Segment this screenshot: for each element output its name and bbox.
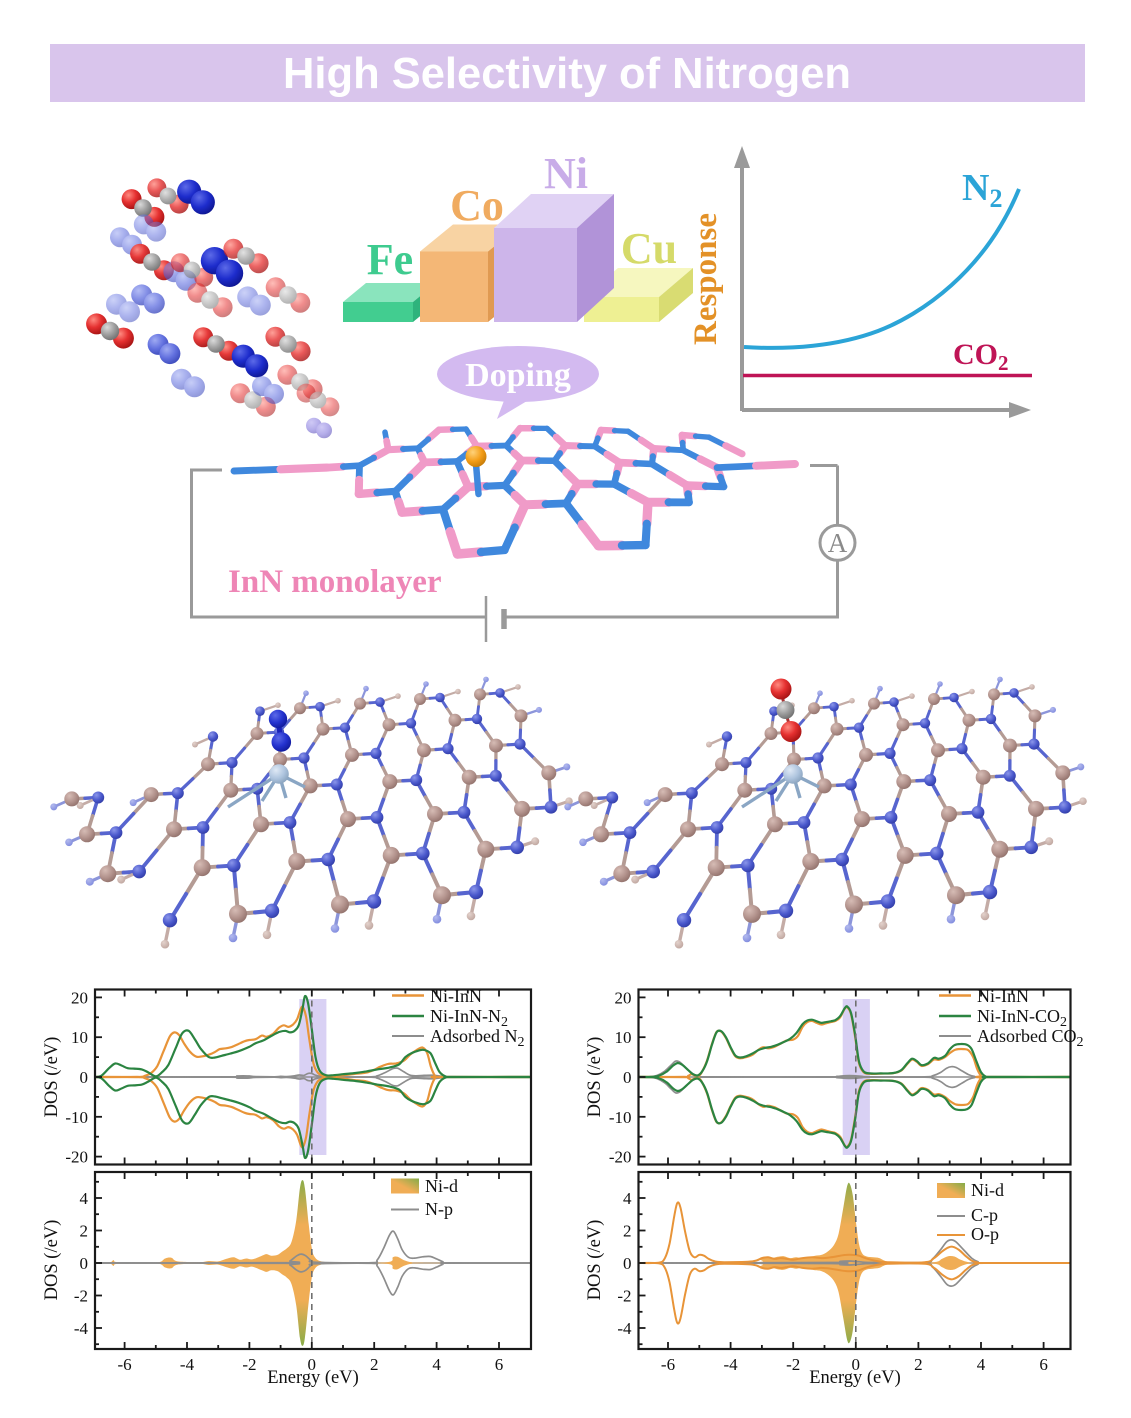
svg-text:2: 2 bbox=[80, 1222, 89, 1241]
svg-text:10: 10 bbox=[71, 1028, 88, 1047]
svg-text:-10: -10 bbox=[65, 1108, 88, 1127]
svg-text:-6: -6 bbox=[118, 1355, 132, 1374]
svg-text:Ni-InN: Ni-InN bbox=[430, 986, 482, 1006]
svg-text:DOS (/eV): DOS (/eV) bbox=[585, 1037, 605, 1118]
svg-text:-2: -2 bbox=[74, 1287, 88, 1306]
svg-text:Adsorbed N2: Adsorbed N2 bbox=[430, 1026, 525, 1050]
svg-text:C-p: C-p bbox=[971, 1205, 998, 1225]
svg-text:4: 4 bbox=[623, 1189, 632, 1208]
svg-text:Cu: Cu bbox=[621, 224, 677, 273]
svg-text:Adsorbed CO2: Adsorbed CO2 bbox=[977, 1026, 1084, 1050]
svg-text:2: 2 bbox=[370, 1355, 379, 1374]
svg-text:6: 6 bbox=[1039, 1355, 1048, 1374]
svg-text:4: 4 bbox=[80, 1189, 89, 1208]
svg-text:Response: Response bbox=[688, 213, 724, 345]
svg-text:Doping: Doping bbox=[465, 357, 571, 394]
svg-text:A: A bbox=[828, 528, 848, 558]
svg-text:-20: -20 bbox=[609, 1148, 632, 1167]
svg-text:DOS (/eV): DOS (/eV) bbox=[585, 1220, 605, 1301]
svg-text:20: 20 bbox=[71, 988, 88, 1007]
svg-text:-6: -6 bbox=[661, 1355, 675, 1374]
svg-text:-10: -10 bbox=[609, 1108, 632, 1127]
svg-text:0: 0 bbox=[80, 1068, 89, 1087]
svg-text:-4: -4 bbox=[180, 1355, 195, 1374]
svg-text:N-p: N-p bbox=[425, 1199, 453, 1219]
svg-text:High Selectivity of Nitrogen: High Selectivity of Nitrogen bbox=[283, 50, 851, 98]
svg-text:Ni: Ni bbox=[544, 149, 588, 198]
svg-text:4: 4 bbox=[977, 1355, 986, 1374]
svg-text:10: 10 bbox=[615, 1028, 632, 1047]
svg-text:-2: -2 bbox=[242, 1355, 256, 1374]
svg-text:Ni-InN: Ni-InN bbox=[977, 986, 1029, 1006]
svg-text:0: 0 bbox=[623, 1254, 632, 1273]
svg-text:CO2: CO2 bbox=[953, 338, 1009, 375]
svg-text:0: 0 bbox=[852, 1355, 861, 1374]
svg-text:-2: -2 bbox=[617, 1287, 631, 1306]
svg-text:DOS (/eV): DOS (/eV) bbox=[42, 1037, 62, 1118]
svg-text:Co: Co bbox=[450, 181, 504, 230]
svg-text:Ni-d: Ni-d bbox=[971, 1180, 1004, 1200]
svg-text:O-p: O-p bbox=[971, 1224, 999, 1244]
svg-text:Energy (eV): Energy (eV) bbox=[809, 1368, 901, 1388]
svg-text:0: 0 bbox=[308, 1355, 317, 1374]
svg-text:DOS (/eV): DOS (/eV) bbox=[42, 1220, 62, 1301]
svg-text:-2: -2 bbox=[786, 1355, 800, 1374]
svg-text:Ni-d: Ni-d bbox=[425, 1176, 458, 1196]
svg-text:Fe: Fe bbox=[367, 235, 413, 284]
svg-text:2: 2 bbox=[914, 1355, 923, 1374]
svg-text:20: 20 bbox=[615, 988, 632, 1007]
svg-text:6: 6 bbox=[495, 1355, 504, 1374]
svg-text:0: 0 bbox=[623, 1068, 632, 1087]
svg-text:-4: -4 bbox=[724, 1355, 739, 1374]
svg-text:-4: -4 bbox=[74, 1319, 89, 1338]
svg-text:0: 0 bbox=[80, 1254, 89, 1273]
svg-text:-4: -4 bbox=[617, 1319, 632, 1338]
svg-text:4: 4 bbox=[432, 1355, 441, 1374]
svg-text:2: 2 bbox=[623, 1222, 632, 1241]
svg-text:-20: -20 bbox=[65, 1148, 88, 1167]
svg-text:Energy (eV): Energy (eV) bbox=[267, 1368, 359, 1388]
svg-text:InN monolayer: InN monolayer bbox=[228, 564, 442, 600]
svg-text:N2: N2 bbox=[962, 167, 1002, 213]
